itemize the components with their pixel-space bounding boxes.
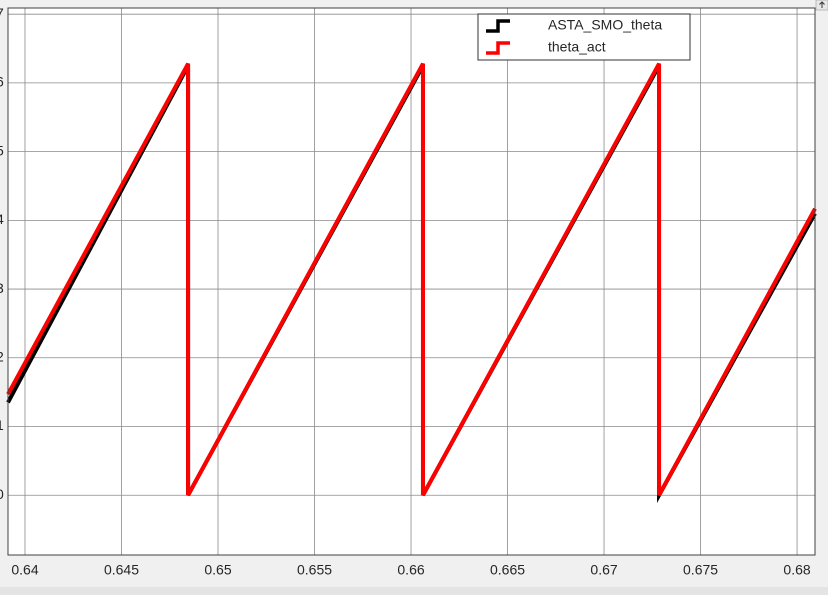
x-tick-label: 0.665 bbox=[490, 562, 525, 578]
status-bar bbox=[0, 587, 828, 595]
x-tick-label: 0.67 bbox=[590, 562, 617, 578]
y-tick-label: 2 bbox=[0, 348, 4, 364]
x-tick-label: 0.64 bbox=[11, 562, 38, 578]
tick-labels: 0.64 0.645 0.65 0.655 0.66 0.665 0.67 0.675 0.68… bbox=[0, 5, 811, 578]
legend-label: theta_act bbox=[548, 39, 606, 55]
legend-swatch bbox=[486, 41, 510, 55]
y-tick-label: 5 bbox=[0, 142, 4, 158]
plot-background bbox=[8, 8, 815, 555]
series-line bbox=[6, 62, 817, 497]
x-tick-label: 0.65 bbox=[204, 562, 231, 578]
legend: ASTA_SMO_theta theta_act bbox=[477, 13, 691, 61]
legend-label: ASTA_SMO_theta bbox=[548, 17, 662, 33]
x-tick-label: 0.66 bbox=[397, 562, 424, 578]
y-tick-label: 6 bbox=[0, 74, 4, 90]
x-tick-label: 0.675 bbox=[683, 562, 718, 578]
lines bbox=[6, 62, 817, 503]
y-tick-label: 4 bbox=[0, 211, 4, 227]
y-tick-label: 3 bbox=[0, 280, 4, 296]
x-tick-label: 0.655 bbox=[297, 562, 332, 578]
legend-box bbox=[477, 13, 691, 61]
arrow-icon bbox=[819, 1, 825, 8]
y-tick-label: 7 bbox=[0, 5, 4, 21]
y-tick-label: 1 bbox=[0, 417, 4, 433]
plot-frame bbox=[7, 7, 816, 556]
legend-swatch bbox=[486, 19, 510, 33]
y-tick-label: 0 bbox=[0, 486, 4, 502]
x-tick-label: 0.645 bbox=[104, 562, 139, 578]
x-tick-label: 0.68 bbox=[783, 562, 810, 578]
